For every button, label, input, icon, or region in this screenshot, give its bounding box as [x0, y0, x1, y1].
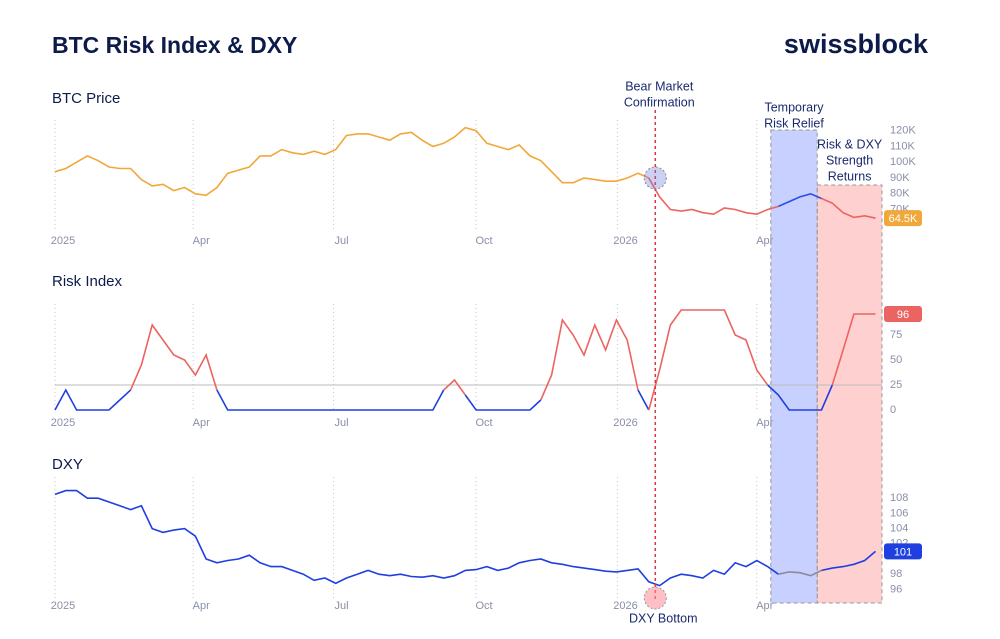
x-tick-label: Apr [756, 600, 773, 612]
x-tick-label: Apr [756, 235, 773, 247]
x-tick-label: 2026 [613, 600, 637, 612]
data-line [216, 389, 445, 411]
data-line [54, 126, 650, 197]
value-badge-label: 101 [894, 546, 912, 558]
data-line [778, 569, 822, 577]
y-tick-label: 100K [890, 156, 916, 168]
x-tick-label: 2025 [51, 417, 75, 429]
region-label: Risk & DXY [817, 137, 883, 151]
value-badge [884, 543, 922, 560]
y-tick-label: 90K [890, 172, 910, 184]
x-tick-label: 2026 [613, 235, 637, 247]
highlight-circle [643, 586, 667, 610]
region-label: Risk Relief [764, 116, 824, 130]
data-line [540, 318, 639, 401]
shaded-region [770, 129, 818, 604]
data-line [648, 177, 779, 216]
data-line [821, 197, 876, 219]
x-tick-label: Jul [335, 600, 349, 612]
x-tick-label: Oct [475, 600, 492, 612]
data-line [637, 389, 650, 411]
x-tick-label: Apr [193, 600, 210, 612]
data-line [464, 394, 542, 411]
value-badge [884, 210, 922, 227]
annotation: Bear Market [625, 79, 694, 93]
y-tick-label: 106 [890, 507, 908, 519]
panel-title: Risk Index [52, 273, 123, 290]
y-tick-label: 96 [890, 583, 902, 595]
x-tick-label: Apr [193, 417, 210, 429]
panel-title: BTC Price [52, 90, 120, 107]
y-tick-label: 50 [890, 354, 902, 366]
x-tick-label: Jul [335, 417, 349, 429]
y-tick-label: 98 [890, 568, 902, 580]
y-tick-label: 0 [890, 404, 896, 416]
x-tick-label: 2025 [51, 600, 75, 612]
data-line [54, 489, 779, 587]
highlight-circle [643, 166, 667, 190]
x-tick-label: Oct [475, 235, 492, 247]
region-label: Returns [828, 169, 872, 183]
x-tick-label: 2025 [51, 235, 75, 247]
value-badge-label: 96 [897, 309, 909, 321]
data-line [129, 323, 218, 391]
panel-title: DXY [52, 456, 83, 473]
y-tick-label: 108 [890, 492, 908, 504]
annotation: Confirmation [624, 95, 695, 109]
y-tick-label: 25 [890, 379, 902, 391]
x-tick-label: Oct [475, 417, 492, 429]
brand: swissblock [784, 29, 929, 59]
region-label: Temporary [764, 100, 824, 114]
x-tick-label: Apr [756, 417, 773, 429]
y-tick-label: 75 [890, 329, 902, 341]
x-tick-label: Apr [193, 235, 210, 247]
y-tick-label: 120K [890, 125, 916, 137]
data-line [778, 192, 822, 208]
y-tick-label: 104 [890, 523, 908, 535]
region-label: Strength [826, 153, 873, 167]
data-line [54, 388, 132, 411]
data-line [821, 550, 877, 572]
data-line [831, 313, 876, 386]
value-badge [884, 306, 922, 322]
y-tick-label: 110K [890, 140, 916, 152]
shaded-region [816, 184, 883, 604]
y-tick-label: 80K [890, 188, 910, 200]
data-line [443, 378, 466, 396]
x-tick-label: Jul [335, 235, 349, 247]
annotation: DXY Bottom [629, 611, 698, 625]
data-line [648, 309, 769, 411]
value-badge-label: 64.5K [889, 213, 918, 225]
page-title: BTC Risk Index & DXY [52, 32, 297, 58]
data-line [767, 384, 834, 411]
x-tick-label: 2026 [613, 417, 637, 429]
